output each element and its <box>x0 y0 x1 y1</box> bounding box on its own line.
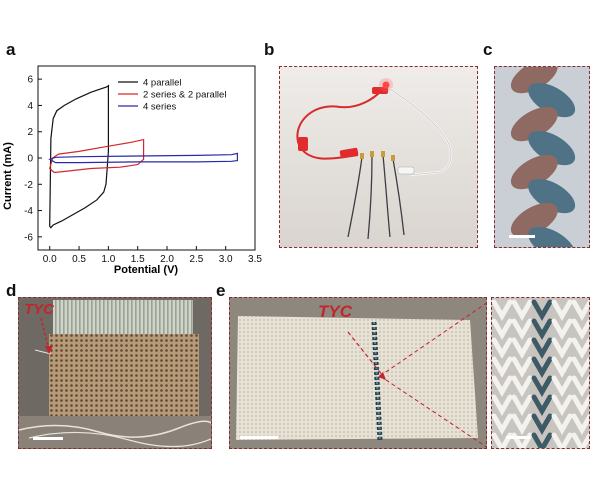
y-tick-label: 4 <box>27 101 33 112</box>
photo-circuit <box>279 66 478 248</box>
panel-label-b: b <box>264 40 275 59</box>
x-tick-label: 2.5 <box>189 254 203 265</box>
y-tick-label: 0 <box>27 154 33 165</box>
legend-label-2: 2 series & 2 parallel <box>143 90 226 101</box>
x-tick-label: 0.0 <box>43 254 57 265</box>
x-tick-label: 3.0 <box>219 254 233 265</box>
scale-bar <box>509 235 535 238</box>
x-tick-label: 3.5 <box>248 254 262 265</box>
x-tick-label: 2.0 <box>160 254 174 265</box>
photo-twisted-yarn <box>494 66 590 248</box>
x-axis-label: Potential (V) <box>114 264 179 276</box>
x-tick-label: 0.5 <box>72 254 86 265</box>
tyc-label-e: TYC <box>318 302 352 321</box>
y-tick-label: 2 <box>27 127 33 138</box>
photo-knitting-machine: TYC <box>18 297 212 449</box>
series-line-1 <box>49 84 109 229</box>
series-line-2 <box>49 138 145 174</box>
y-axis-label: Current (mA) <box>2 142 14 210</box>
panel-label-c: c <box>483 40 493 59</box>
scale-bar <box>240 436 278 439</box>
x-tick-label: 1.0 <box>101 254 115 265</box>
legend-label-3: 4 series <box>143 102 177 113</box>
y-tick-label: 6 <box>27 75 33 86</box>
legend-label-1: 4 parallel <box>143 78 182 89</box>
tyc-arrow-d <box>40 317 53 354</box>
knitting-illustration <box>19 298 211 448</box>
y-tick-label: -6 <box>24 232 33 243</box>
fabric-illustration <box>230 298 486 448</box>
scale-bar <box>506 436 530 439</box>
panel-label-e: e <box>216 281 226 300</box>
yarn-illustration <box>495 67 589 247</box>
y-tick-label: -4 <box>24 206 33 217</box>
panel-label-d: d <box>6 281 17 300</box>
cv-chart: 0.0 0.5 1.0 1.5 2.0 2.5 3.0 3.5 6 4 2 0 -2 -4 -6 4 par… <box>2 65 262 276</box>
scale-bar <box>33 437 63 440</box>
series-line-3 <box>48 152 238 164</box>
tyc-label-d: TYC <box>24 301 54 318</box>
circuit-illustration <box>280 67 477 247</box>
x-tick-label: 1.5 <box>131 254 145 265</box>
stitch-illustration <box>492 298 589 448</box>
panel-label-a: a <box>6 40 16 59</box>
y-tick-label: -2 <box>24 180 33 191</box>
photo-knitted-fabric: TYC <box>229 297 487 449</box>
photo-stitch-closeup <box>491 297 590 449</box>
